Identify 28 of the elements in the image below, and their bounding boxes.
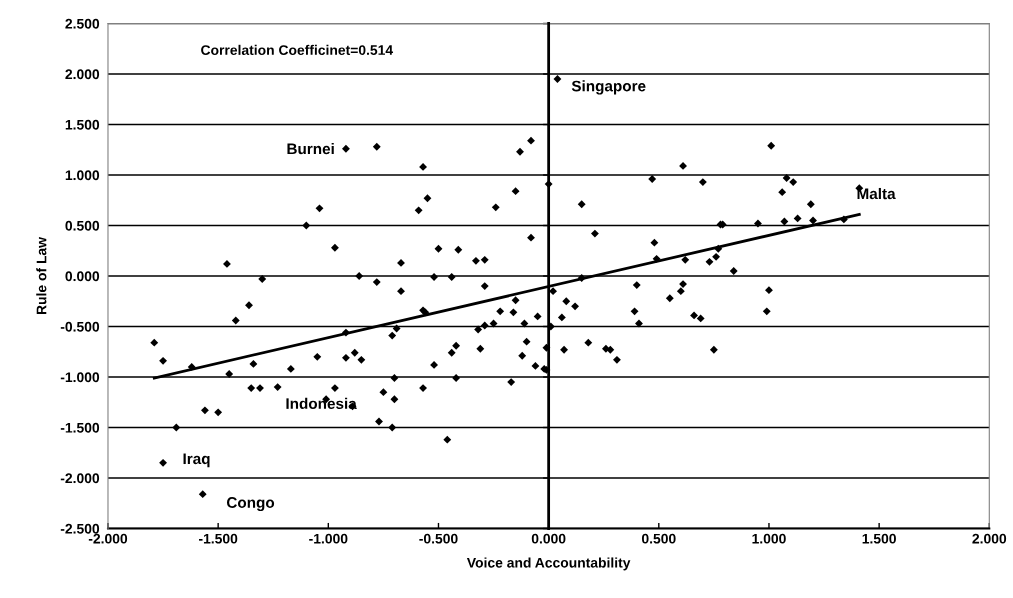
y-tick-label: 2.000 [65, 69, 100, 80]
y-tick-label: 2.500 [65, 18, 100, 29]
y-tick-label: -2.000 [60, 473, 100, 484]
annotation: Burnei [287, 143, 334, 155]
y-tick-label: 1.500 [65, 119, 100, 130]
y-tick-label: -0.500 [60, 321, 100, 332]
x-tick-label: 0.000 [531, 533, 566, 544]
x-axis-title: Voice and Accountability [466, 557, 631, 571]
y-tick-label: 1.000 [65, 170, 100, 181]
y-tick-label: -1.000 [60, 372, 100, 383]
x-tick-label: -1.000 [309, 533, 348, 544]
y-tick-label: -1.500 [60, 422, 100, 433]
x-tick-label: 1.000 [752, 533, 786, 544]
annotation: Iraq [183, 453, 210, 468]
y-tick-label: -2.500 [60, 523, 100, 534]
x-tick-label: 0.500 [641, 533, 676, 544]
annotation: Congo [226, 497, 275, 512]
annotation: Correlation Coefficinet=0.514 [201, 44, 394, 56]
y-tick-label: 0.500 [65, 220, 100, 231]
x-tick-label: -2.000 [88, 533, 128, 544]
x-tick-label: -0.500 [419, 533, 458, 544]
y-axis-title: Rule of Law [36, 237, 47, 315]
x-tick-label: -1.500 [199, 533, 238, 544]
x-tick-label: 2.000 [972, 533, 1007, 544]
x-tick-label: 1.500 [862, 533, 896, 544]
annotation: Malta [857, 187, 896, 200]
y-tick-label: 0.000 [65, 271, 100, 282]
annotation: Singapore [571, 80, 646, 95]
